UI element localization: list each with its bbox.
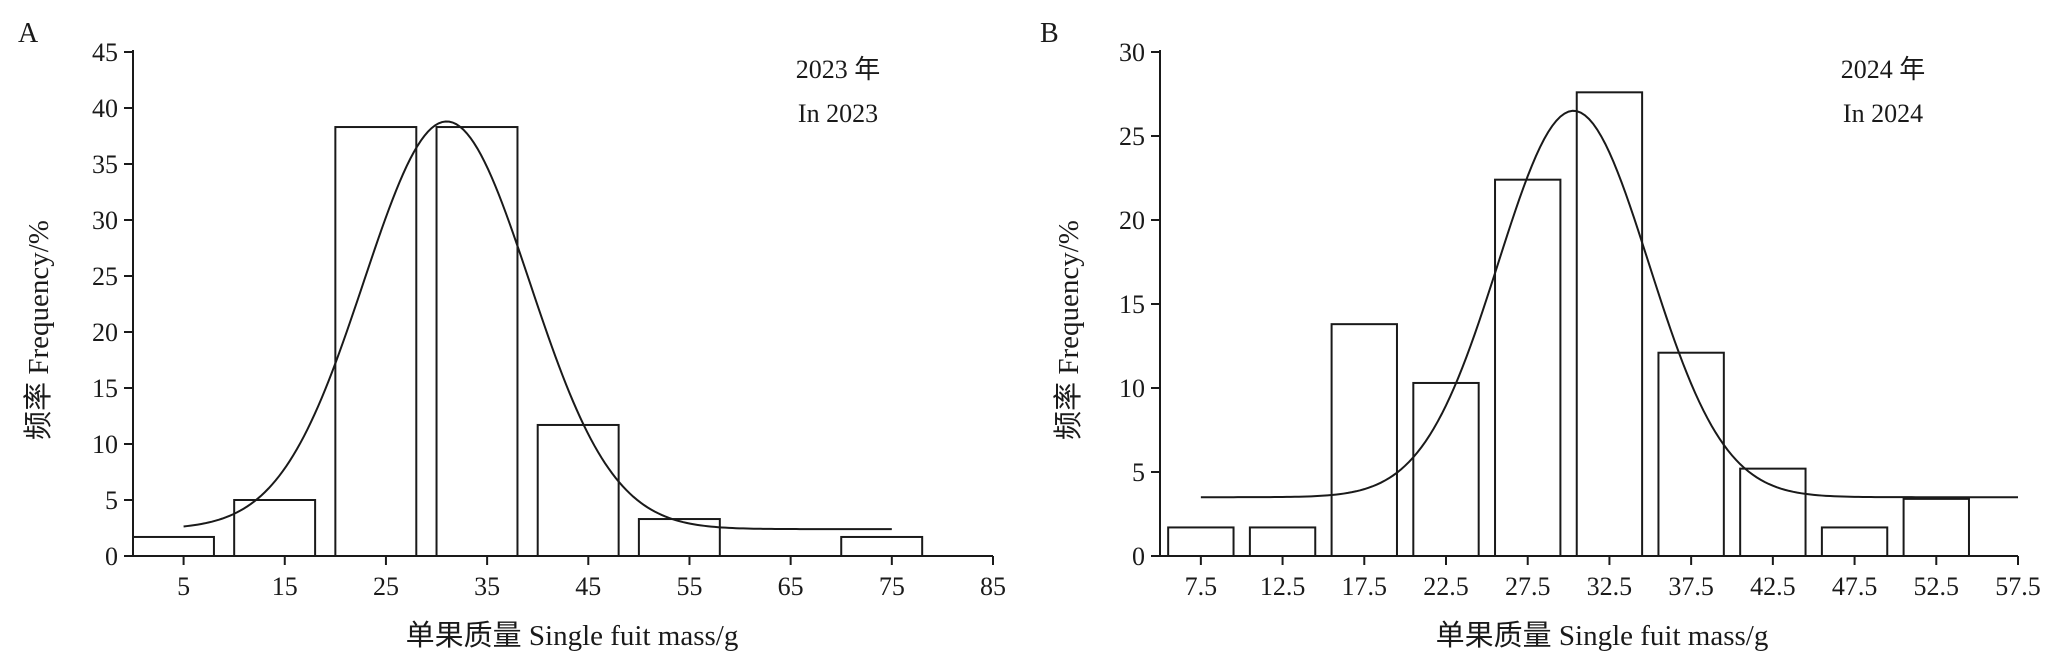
- histogram-bar: [637, 518, 721, 557]
- histogram-bar: [435, 126, 519, 557]
- y-tick-label: 40: [92, 94, 118, 123]
- x-tick-label: 35: [474, 572, 500, 601]
- x-axis-title: 单果质量 Single fuit mass/g: [1436, 619, 1769, 652]
- y-tick-label: 5: [105, 486, 118, 515]
- panel-2024: B 2024 年 In 2024 单果质量 Single fuit mass/g…: [1040, 18, 2041, 652]
- annotation-year-en: In 2023: [798, 99, 878, 128]
- y-axis-title: 频率 Frequency/%: [1052, 220, 1085, 440]
- histogram-bar: [840, 535, 924, 558]
- x-tick-label: 45: [575, 572, 601, 601]
- x-tick-label: 32.5: [1587, 572, 1633, 601]
- annotation-year-cn: 2024 年: [1841, 55, 1926, 84]
- y-tick-label: 10: [1119, 374, 1145, 403]
- histogram-bar: [334, 126, 418, 557]
- x-tick-label: 85: [980, 572, 1006, 601]
- x-tick-label: 37.5: [1668, 572, 1714, 601]
- histogram-bar: [1248, 526, 1317, 558]
- y-tick-label: 25: [92, 262, 118, 291]
- panel-label: B: [1040, 18, 1059, 49]
- y-tick-label: 30: [1119, 38, 1145, 67]
- x-tick-label: 27.5: [1505, 572, 1551, 601]
- histogram-bar: [1330, 323, 1398, 557]
- x-tick-label: 42.5: [1750, 572, 1796, 601]
- y-tick-label: 20: [92, 318, 118, 347]
- y-tick-label: 0: [1132, 542, 1145, 571]
- histogram-bar: [233, 499, 317, 557]
- x-tick-label: 57.5: [1995, 572, 2041, 601]
- y-tick-label: 20: [1119, 206, 1145, 235]
- x-tick-label: 65: [778, 572, 804, 601]
- fitted-normal-curve: [1200, 109, 2018, 499]
- histogram-bar: [1494, 178, 1562, 557]
- annotation-year-cn: 2023 年: [796, 55, 881, 84]
- histogram-bar: [1575, 91, 1644, 557]
- y-tick-label: 10: [92, 430, 118, 459]
- annotation-year-en: In 2024: [1843, 99, 1923, 128]
- histogram-bar: [1412, 381, 1480, 557]
- y-axis-title: 频率 Frequency/%: [22, 220, 55, 440]
- y-tick-label: 25: [1119, 122, 1145, 151]
- x-tick-label: 12.5: [1260, 572, 1306, 601]
- x-tick-label: 47.5: [1832, 572, 1878, 601]
- y-tick-label: 15: [92, 374, 118, 403]
- histogram-bar: [1739, 467, 1807, 558]
- panel-label: A: [18, 18, 39, 49]
- x-tick-label: 55: [676, 572, 702, 601]
- histogram-bar: [1820, 526, 1889, 558]
- x-tick-label: 22.5: [1423, 572, 1469, 601]
- y-tick-label: 45: [92, 38, 118, 67]
- y-tick-label: 0: [105, 542, 118, 571]
- y-tick-label: 35: [92, 150, 118, 179]
- y-tick-label: 15: [1119, 290, 1145, 319]
- x-tick-label: 5: [177, 572, 190, 601]
- y-tick-label: 5: [1132, 458, 1145, 487]
- x-axis-title: 单果质量 Single fuit mass/g: [406, 619, 739, 652]
- x-tick-label: 17.5: [1342, 572, 1388, 601]
- x-tick-label: 25: [373, 572, 399, 601]
- y-tick-label: 30: [92, 206, 118, 235]
- histogram-bar: [536, 423, 620, 557]
- fitted-normal-curve: [183, 120, 892, 531]
- x-tick-label: 52.5: [1914, 572, 1960, 601]
- x-tick-label: 7.5: [1185, 572, 1218, 601]
- histogram-bar: [1902, 497, 1970, 558]
- histogram-bar: [132, 535, 215, 558]
- panel-2023: A 2023 年 In 2023 单果质量 Single fuit mass/g…: [18, 18, 1006, 652]
- x-tick-label: 75: [879, 572, 905, 601]
- histogram-bar: [1167, 526, 1235, 558]
- x-tick-label: 15: [272, 572, 298, 601]
